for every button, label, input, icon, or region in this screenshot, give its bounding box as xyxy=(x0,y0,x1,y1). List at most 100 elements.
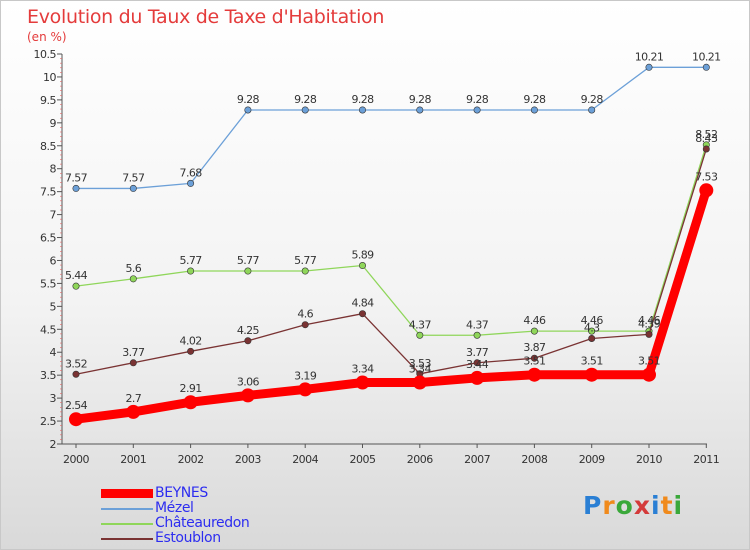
y-tick-label: 8 xyxy=(50,163,57,176)
series-line-beynes xyxy=(71,185,711,424)
data-point-beynes xyxy=(470,370,485,385)
legend-swatch-estoublon xyxy=(101,538,153,540)
data-label-mezel: 9.28 xyxy=(523,93,546,106)
data-point-beynes xyxy=(183,395,198,410)
data-point-estoublon xyxy=(588,334,596,342)
data-point-estoublon xyxy=(301,321,309,329)
data-point-chateauredon xyxy=(358,262,366,270)
data-point-mezel xyxy=(187,179,195,187)
legend-swatch-chateauredon xyxy=(101,523,153,525)
logo-letter: i xyxy=(673,491,684,520)
data-label-chateauredon: 5.44 xyxy=(65,269,88,282)
x-tick-label: 2008 xyxy=(521,453,547,466)
data-point-beynes xyxy=(699,183,714,198)
data-point-beynes xyxy=(69,412,83,427)
data-point-mezel xyxy=(358,106,366,114)
series-beynes xyxy=(69,183,714,427)
data-label-mezel: 7.57 xyxy=(65,171,88,184)
data-point-chateauredon xyxy=(473,331,481,339)
data-point-mezel xyxy=(244,106,252,114)
data-label-estoublon: 4.02 xyxy=(180,334,202,347)
data-label-beynes: 2.7 xyxy=(125,392,141,405)
data-point-chateauredon xyxy=(187,267,195,275)
x-tick-label: 2006 xyxy=(407,453,433,466)
data-label-beynes: 3.44 xyxy=(466,358,489,371)
logo-letter: P xyxy=(583,491,603,520)
data-label-estoublon: 3.52 xyxy=(65,357,87,370)
x-tick-label: 2005 xyxy=(350,453,376,466)
y-tick-label: 3.5 xyxy=(40,369,56,382)
data-label-beynes: 3.34 xyxy=(409,363,432,376)
y-tick-label: 10 xyxy=(43,71,56,84)
series-line-chateauredon xyxy=(75,144,707,336)
data-label-mezel: 9.28 xyxy=(581,93,604,106)
data-point-estoublon xyxy=(473,359,481,367)
data-point-mezel xyxy=(473,106,481,114)
data-label-mezel: 10.21 xyxy=(692,50,721,63)
data-point-beynes xyxy=(584,367,599,382)
y-tick-label: 9.5 xyxy=(40,94,56,107)
data-point-chateauredon xyxy=(416,331,424,339)
x-tick-label: 2002 xyxy=(178,453,204,466)
data-label-chateauredon: 8.52 xyxy=(695,128,717,141)
data-point-estoublon xyxy=(72,370,80,378)
y-tick-label: 8.5 xyxy=(40,140,56,153)
data-point-mezel xyxy=(129,184,137,192)
data-label-mezel: 9.28 xyxy=(466,93,489,106)
data-label-mezel: 9.28 xyxy=(237,93,260,106)
data-label-chateauredon: 4.37 xyxy=(409,318,432,331)
data-label-estoublon: 4.6 xyxy=(297,308,313,321)
y-tick-label: 10.5 xyxy=(34,48,57,61)
series-estoublon xyxy=(72,145,710,378)
data-point-mezel xyxy=(530,106,538,114)
data-point-chateauredon xyxy=(129,275,137,283)
data-label-beynes: 3.19 xyxy=(294,369,317,382)
data-point-beynes xyxy=(298,382,313,397)
data-point-chateauredon xyxy=(244,267,252,275)
y-tick-label: 3 xyxy=(50,392,57,405)
data-point-estoublon xyxy=(358,310,366,318)
x-tick-label: 2001 xyxy=(120,453,146,466)
data-label-mezel: 7.57 xyxy=(122,171,145,184)
chart-axes: 2 2.5 3 3.5 4 4.5 5 5.5 6 6.5 7 7.5 8 8.5 9 9.5 10 10.5 20… xyxy=(34,48,720,466)
legend-label-estoublon: Estoublon xyxy=(155,530,221,546)
data-point-chateauredon xyxy=(588,327,596,335)
x-tick-label: 2000 xyxy=(63,453,89,466)
data-label-estoublon: 3.53 xyxy=(409,357,432,370)
data-label-estoublon: 3.77 xyxy=(122,346,145,359)
legend-swatch-beynes xyxy=(101,489,153,498)
series-chateauredon xyxy=(72,141,710,339)
logo-letter: i xyxy=(651,491,661,520)
data-label-estoublon: 4.25 xyxy=(237,324,260,337)
data-label-chateauredon: 5.77 xyxy=(294,254,317,267)
legend-swatch-mezel xyxy=(101,508,153,510)
data-point-mezel xyxy=(588,106,596,114)
y-tick-label: 7 xyxy=(50,209,57,222)
data-label-beynes: 3.06 xyxy=(237,375,260,388)
logo-letter: x xyxy=(633,491,651,520)
series-line-mezel xyxy=(75,66,707,190)
data-point-chateauredon xyxy=(301,267,309,275)
data-label-estoublon: 3.87 xyxy=(523,341,546,354)
x-tick-label: 2009 xyxy=(579,453,605,466)
data-point-chateauredon xyxy=(72,282,80,290)
data-label-chateauredon: 4.37 xyxy=(466,318,489,331)
data-point-estoublon xyxy=(530,354,538,362)
data-point-estoublon xyxy=(645,330,653,338)
data-point-chateauredon xyxy=(530,327,538,335)
data-point-estoublon xyxy=(702,145,710,153)
legend-label-chateauredon: Châteauredon xyxy=(155,515,250,531)
data-label-mezel: 9.28 xyxy=(294,93,317,106)
data-label-estoublon: 4.39 xyxy=(638,317,661,330)
data-label-mezel: 7.68 xyxy=(180,166,203,179)
data-point-mezel xyxy=(702,63,710,71)
data-point-beynes xyxy=(355,375,370,390)
logo-letter: r xyxy=(602,491,616,520)
y-tick-label: 5 xyxy=(50,300,57,313)
data-point-mezel xyxy=(416,106,424,114)
data-label-beynes: 2.54 xyxy=(65,399,88,412)
data-label-estoublon: 4.84 xyxy=(351,297,374,310)
x-tick-label: 2011 xyxy=(693,453,719,466)
legend-label-beynes: BEYNES xyxy=(155,485,208,501)
y-tick-label: 9 xyxy=(50,117,57,130)
